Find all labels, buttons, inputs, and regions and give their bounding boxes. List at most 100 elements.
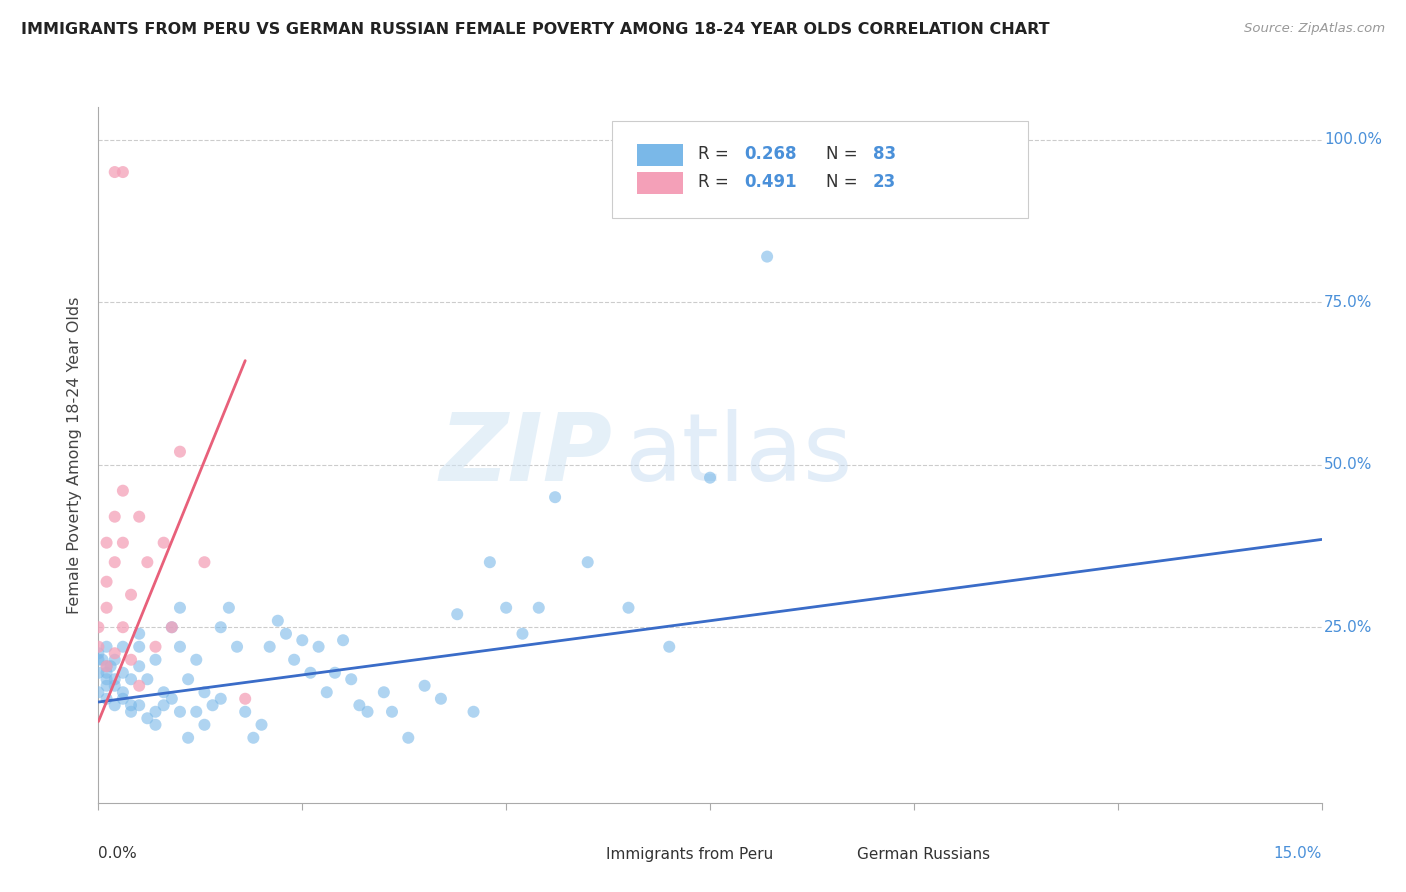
Point bbox=[446, 607, 468, 622]
Point bbox=[104, 653, 127, 667]
Point bbox=[274, 626, 297, 640]
Point bbox=[169, 640, 191, 654]
Point bbox=[111, 620, 134, 634]
FancyBboxPatch shape bbox=[814, 848, 851, 863]
Point bbox=[267, 614, 290, 628]
Point bbox=[91, 653, 114, 667]
Point bbox=[323, 665, 346, 680]
FancyBboxPatch shape bbox=[637, 172, 683, 194]
Text: N =: N = bbox=[827, 173, 863, 191]
Text: 0.268: 0.268 bbox=[744, 145, 797, 163]
Point bbox=[193, 718, 215, 732]
Point bbox=[152, 685, 174, 699]
Point bbox=[218, 600, 240, 615]
Text: 25.0%: 25.0% bbox=[1324, 620, 1372, 635]
Point bbox=[96, 659, 118, 673]
Point bbox=[145, 653, 167, 667]
Text: 23: 23 bbox=[873, 173, 896, 191]
Text: Source: ZipAtlas.com: Source: ZipAtlas.com bbox=[1244, 22, 1385, 36]
Point bbox=[96, 535, 118, 549]
Point bbox=[193, 555, 215, 569]
Y-axis label: Female Poverty Among 18-24 Year Olds: Female Poverty Among 18-24 Year Olds bbox=[67, 296, 83, 614]
Point bbox=[756, 250, 779, 264]
Point bbox=[283, 653, 305, 667]
Point bbox=[128, 679, 150, 693]
Point bbox=[169, 705, 191, 719]
Point bbox=[111, 535, 134, 549]
Point bbox=[87, 640, 110, 654]
Point bbox=[120, 653, 142, 667]
Point bbox=[96, 659, 118, 673]
Text: IMMIGRANTS FROM PERU VS GERMAN RUSSIAN FEMALE POVERTY AMONG 18-24 YEAR OLDS CORR: IMMIGRANTS FROM PERU VS GERMAN RUSSIAN F… bbox=[21, 22, 1050, 37]
Point bbox=[226, 640, 249, 654]
Point bbox=[169, 444, 191, 458]
Point bbox=[104, 165, 127, 179]
Point bbox=[87, 646, 110, 660]
Text: ZIP: ZIP bbox=[439, 409, 612, 501]
Text: atlas: atlas bbox=[624, 409, 852, 501]
Text: 75.0%: 75.0% bbox=[1324, 294, 1372, 310]
Point bbox=[128, 659, 150, 673]
Text: 50.0%: 50.0% bbox=[1324, 458, 1372, 472]
Point bbox=[128, 698, 150, 713]
Point bbox=[96, 691, 118, 706]
Text: 100.0%: 100.0% bbox=[1324, 132, 1382, 147]
Point bbox=[96, 665, 118, 680]
Text: German Russians: German Russians bbox=[856, 847, 990, 863]
Point bbox=[201, 698, 224, 713]
Point bbox=[160, 691, 183, 706]
Point bbox=[381, 705, 404, 719]
Point bbox=[699, 471, 721, 485]
Point bbox=[87, 665, 110, 680]
Point bbox=[96, 574, 118, 589]
Point bbox=[96, 672, 118, 686]
Text: 15.0%: 15.0% bbox=[1274, 846, 1322, 861]
Point bbox=[209, 691, 232, 706]
Point bbox=[136, 711, 159, 725]
Point bbox=[495, 600, 517, 615]
Point bbox=[193, 685, 215, 699]
Point bbox=[315, 685, 337, 699]
Point bbox=[308, 640, 330, 654]
Point bbox=[128, 509, 150, 524]
Point bbox=[145, 640, 167, 654]
Point bbox=[152, 535, 174, 549]
Point bbox=[340, 672, 363, 686]
Point bbox=[87, 653, 110, 667]
Point bbox=[128, 626, 150, 640]
Point bbox=[96, 640, 118, 654]
Point bbox=[104, 679, 127, 693]
Point bbox=[242, 731, 264, 745]
Point bbox=[120, 705, 142, 719]
Point bbox=[120, 698, 142, 713]
Point bbox=[250, 718, 273, 732]
FancyBboxPatch shape bbox=[637, 144, 683, 166]
Point bbox=[111, 483, 134, 498]
Point bbox=[576, 555, 599, 569]
Text: 83: 83 bbox=[873, 145, 896, 163]
Point bbox=[160, 620, 183, 634]
Point bbox=[332, 633, 354, 648]
Point bbox=[169, 600, 191, 615]
Point bbox=[104, 698, 127, 713]
Point bbox=[87, 685, 110, 699]
Text: R =: R = bbox=[697, 145, 734, 163]
Point bbox=[177, 731, 200, 745]
Point bbox=[136, 672, 159, 686]
Point bbox=[478, 555, 501, 569]
Point bbox=[104, 646, 127, 660]
Point bbox=[111, 685, 134, 699]
Point bbox=[128, 640, 150, 654]
Text: 0.491: 0.491 bbox=[744, 173, 797, 191]
Point bbox=[145, 718, 167, 732]
Point bbox=[111, 665, 134, 680]
Point bbox=[658, 640, 681, 654]
Point bbox=[373, 685, 395, 699]
Point bbox=[617, 600, 640, 615]
Point bbox=[356, 705, 378, 719]
Point bbox=[136, 555, 159, 569]
Point bbox=[512, 626, 534, 640]
Point bbox=[104, 509, 127, 524]
Point bbox=[111, 640, 134, 654]
Point bbox=[430, 691, 453, 706]
